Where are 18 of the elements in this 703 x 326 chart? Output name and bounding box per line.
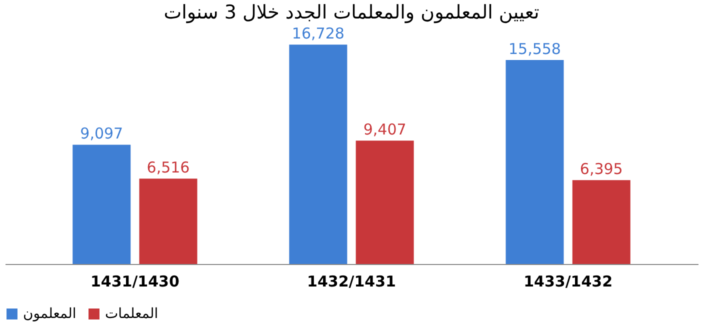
data-label: 15,558	[508, 40, 561, 58]
legend-label: المعلمون	[23, 306, 76, 322]
data-label: 6,516	[146, 158, 190, 177]
legend-label: المعلمات	[105, 306, 158, 322]
chart-title: تعيين المعلمون والمعلمات الجدد خلال 3 سنوات	[164, 2, 540, 24]
bar	[72, 144, 131, 264]
bar	[356, 140, 414, 264]
data-label: 6,395	[580, 160, 623, 178]
data-label: 9,407	[363, 120, 406, 139]
bar	[289, 44, 348, 264]
x-tick-label: 1431/1430	[90, 272, 180, 290]
x-tick-label: 1433/1432	[524, 272, 613, 290]
bar	[139, 178, 198, 264]
data-label: 9,097	[80, 124, 124, 143]
data-label: 16,728	[292, 24, 344, 43]
bar	[572, 180, 630, 264]
bar	[506, 60, 564, 264]
x-tick-label: 1432/1431	[307, 272, 396, 290]
